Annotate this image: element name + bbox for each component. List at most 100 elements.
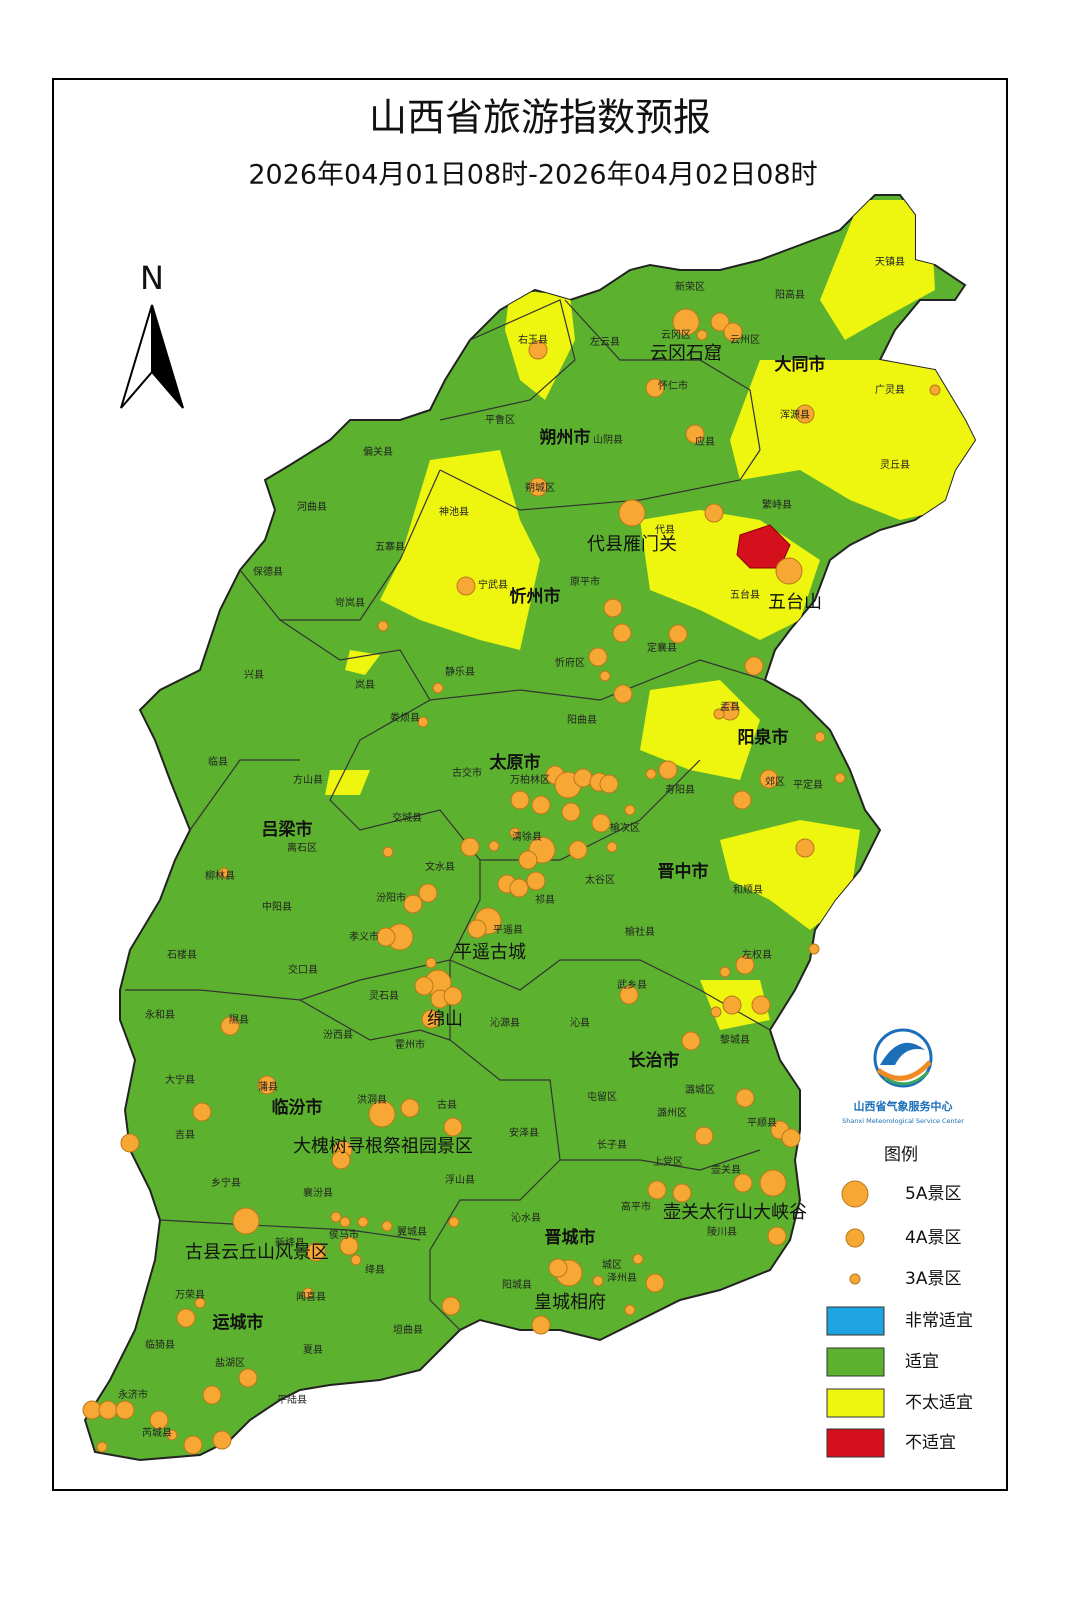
scenic-spot-marker [591, 813, 611, 833]
scenic-spot-marker [645, 378, 665, 398]
scenic-spot-marker [632, 1253, 644, 1265]
county-label: 洪洞县 [357, 1094, 387, 1106]
legend-label: 5A景区 [905, 1184, 961, 1204]
city-label: 太原市 [490, 752, 541, 773]
scenic-spot-marker [613, 684, 633, 704]
scenic-spot-marker [377, 620, 389, 632]
county-label: 清徐县 [512, 830, 542, 843]
city-label: 临汾市 [272, 1097, 323, 1118]
scenic-spot-marker [403, 894, 423, 914]
county-label: 浮山县 [445, 1174, 475, 1186]
scenic-spot-marker [218, 867, 230, 879]
county-label: 闻喜县 [296, 1290, 326, 1303]
scenic-spot-marker [599, 774, 619, 794]
city-label: 吕梁市 [262, 819, 313, 840]
county-label: 临县 [208, 755, 228, 768]
county-label: 平鲁区 [485, 413, 515, 426]
county-label: 屯留区 [587, 1090, 617, 1103]
county-label: 永和县 [145, 1008, 175, 1021]
scenic-spot-marker [744, 656, 764, 676]
scenic-spot-marker [98, 1400, 118, 1420]
scenic-spot-marker [696, 329, 708, 341]
scenic-spot-label: 皇城相府 [534, 1292, 606, 1313]
logo-name: 山西省气象服务中心 [854, 1099, 953, 1113]
county-label: 汾西县 [323, 1029, 353, 1041]
scenic-spot-marker [719, 966, 731, 978]
scenic-spot-marker [509, 827, 521, 839]
scenic-spot-marker [618, 499, 646, 527]
scenic-spot-marker [795, 404, 815, 424]
scenic-spot-marker [192, 1102, 212, 1122]
zone-less-suitable [720, 820, 860, 930]
scenic-spot-marker [456, 576, 476, 596]
scenic-spot-marker [710, 1006, 722, 1018]
county-label: 右玉县 [518, 333, 548, 346]
county-label: 左云县 [590, 335, 620, 348]
city-border [299, 999, 451, 1041]
county-label: 万柏林区 [510, 773, 550, 786]
county-label: 平遥县 [493, 923, 523, 936]
legend-swatch [826, 1347, 885, 1377]
scenic-spot-marker [694, 1126, 714, 1146]
city-border [449, 959, 771, 1031]
scenic-spot-marker [381, 1220, 393, 1232]
scenic-spot-marker [339, 1216, 351, 1228]
county-label: 古县 [437, 1098, 457, 1111]
scenic-spot-marker [194, 1297, 206, 1309]
county-label: 方山县 [293, 773, 323, 786]
county-label: 乡宁县 [211, 1176, 241, 1189]
scenic-spot-marker [488, 840, 500, 852]
county-label: 万荣县 [175, 1289, 205, 1301]
city-border [239, 469, 441, 621]
scenic-spot-marker [432, 682, 444, 694]
province-fill [83, 194, 977, 1462]
scenic-spot-marker [448, 1216, 460, 1228]
county-label: 黎城县 [720, 1033, 750, 1046]
county-label: 娄烦县 [390, 711, 420, 724]
county-label: 中阳县 [262, 900, 292, 913]
county-label: 上党区 [653, 1155, 683, 1168]
north-label: N [140, 259, 164, 297]
scenic-spot-marker [509, 878, 529, 898]
county-label: 盐湖区 [215, 1356, 245, 1369]
scenic-spot-marker [561, 802, 581, 822]
scenic-spot-marker [672, 1183, 692, 1203]
scenic-spot-marker [781, 1128, 801, 1148]
logo: 山西省气象服务中心 Shanxi Meteorological Service … [842, 1028, 964, 1125]
scenic-spot-marker [417, 716, 429, 728]
scenic-spot-marker [751, 995, 771, 1015]
county-label: 天镇县 [875, 255, 905, 268]
county-label: 河曲县 [297, 501, 327, 513]
scenic-spot-marker [418, 883, 438, 903]
legend-label: 不太适宜 [905, 1393, 973, 1413]
county-label: 石楼县 [167, 948, 197, 961]
scenic-spot-marker [645, 768, 657, 780]
scenic-spot-marker [612, 623, 632, 643]
county-label: 兴县 [244, 669, 264, 681]
county-label: 吉县 [175, 1129, 195, 1141]
scenic-spot-marker [834, 772, 846, 784]
county-label: 汾阳市 [376, 891, 406, 904]
scenic-spot-marker [599, 670, 611, 682]
county-label: 偏关县 [363, 445, 393, 458]
scenic-spot-marker [467, 919, 487, 939]
legend-swatch [826, 1388, 885, 1418]
scenic-spot-marker [619, 985, 639, 1005]
scenic-spot-marker [603, 598, 623, 618]
scenic-spot-marker [368, 1100, 396, 1128]
county-label: 平顺县 [747, 1117, 777, 1129]
county-label: 侯马市 [329, 1228, 359, 1241]
city-border [564, 299, 761, 451]
scenic-spot-marker [681, 1031, 701, 1051]
county-label: 朔城区 [525, 481, 555, 494]
county-label: 岚县 [355, 679, 375, 691]
scenic-spot-marker [759, 1169, 787, 1197]
city-label: 晋中市 [658, 861, 709, 882]
county-label: 沁源县 [490, 1016, 520, 1029]
scenic-spot-marker [723, 322, 743, 342]
county-label: 隰县 [229, 1014, 249, 1026]
county-label: 阳曲县 [567, 714, 597, 726]
scenic-spot-marker [176, 1308, 196, 1328]
